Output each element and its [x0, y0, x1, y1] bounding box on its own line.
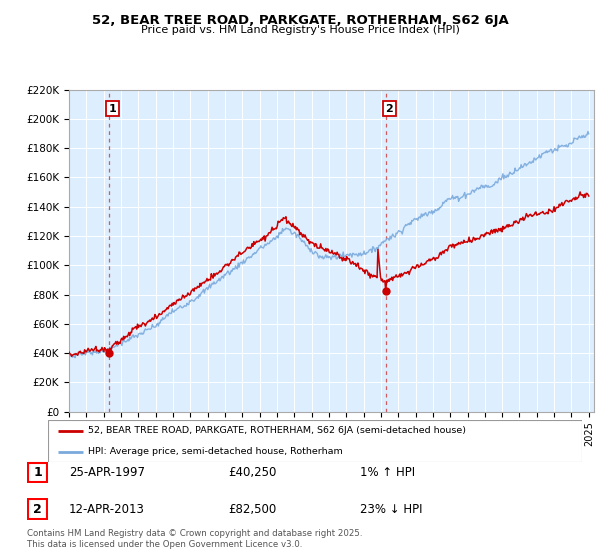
Text: 2: 2: [33, 502, 42, 516]
Text: 25-APR-1997: 25-APR-1997: [69, 465, 145, 479]
Text: 12-APR-2013: 12-APR-2013: [69, 502, 145, 516]
Text: Price paid vs. HM Land Registry's House Price Index (HPI): Price paid vs. HM Land Registry's House …: [140, 25, 460, 35]
Text: HPI: Average price, semi-detached house, Rotherham: HPI: Average price, semi-detached house,…: [88, 447, 343, 456]
Text: 1% ↑ HPI: 1% ↑ HPI: [360, 465, 415, 479]
Text: 52, BEAR TREE ROAD, PARKGATE, ROTHERHAM, S62 6JA: 52, BEAR TREE ROAD, PARKGATE, ROTHERHAM,…: [92, 14, 508, 27]
Text: £82,500: £82,500: [228, 502, 276, 516]
Text: 52, BEAR TREE ROAD, PARKGATE, ROTHERHAM, S62 6JA (semi-detached house): 52, BEAR TREE ROAD, PARKGATE, ROTHERHAM,…: [88, 426, 466, 436]
Text: £40,250: £40,250: [228, 465, 277, 479]
Text: 2: 2: [385, 104, 393, 114]
Text: 23% ↓ HPI: 23% ↓ HPI: [360, 502, 422, 516]
Text: 1: 1: [33, 465, 42, 479]
Text: 1: 1: [109, 104, 116, 114]
Text: Contains HM Land Registry data © Crown copyright and database right 2025.
This d: Contains HM Land Registry data © Crown c…: [27, 529, 362, 549]
